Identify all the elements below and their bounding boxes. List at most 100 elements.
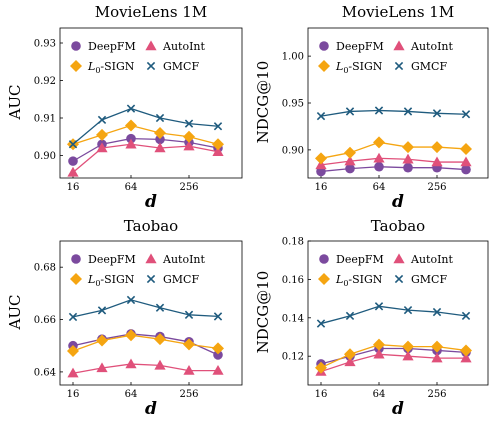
series-line	[320, 157, 466, 166]
series-line	[72, 137, 219, 162]
series-line	[320, 109, 467, 117]
data-point	[432, 109, 442, 118]
legend-marker	[394, 274, 404, 284]
legend-label: AutoInt	[162, 40, 206, 53]
y-axis-label: AUC	[6, 85, 24, 121]
x-tick-label: 256	[179, 389, 198, 400]
data-point	[125, 119, 137, 132]
data-point	[212, 342, 224, 355]
data-point	[403, 107, 413, 116]
data-point	[460, 142, 472, 155]
data-point	[125, 138, 137, 149]
y-tick-label: 0.16	[282, 275, 304, 286]
data-point	[374, 302, 384, 311]
y-tick-label: 0.90	[34, 151, 56, 162]
series-line	[320, 353, 466, 373]
x-tick-label: 256	[179, 182, 198, 193]
data-point	[213, 350, 223, 360]
y-tick-label: 0.95	[282, 99, 304, 110]
x-axis-label: d	[145, 192, 157, 212]
data-point	[316, 319, 326, 328]
legend-label: DeepFM	[88, 40, 136, 53]
data-point	[126, 295, 136, 305]
data-point	[68, 312, 78, 322]
data-point	[402, 141, 414, 154]
series-gmcf	[316, 302, 471, 328]
y-axis-label: AUC	[6, 295, 24, 331]
legend-label: L0-SIGN	[335, 273, 383, 288]
series-autoint	[67, 138, 224, 177]
data-point	[373, 338, 385, 351]
legend-marker	[70, 60, 82, 72]
series-line	[320, 141, 467, 159]
legend-label: L0-SIGN	[335, 60, 383, 75]
y-tick-label: 0.68	[34, 263, 56, 274]
series-line	[72, 124, 219, 145]
legend-label: GMCF	[163, 60, 199, 73]
data-point	[183, 365, 195, 375]
y-tick-label: 0.91	[34, 114, 56, 125]
data-point	[96, 334, 108, 347]
series-line	[320, 166, 467, 173]
data-point	[316, 111, 326, 121]
chart-title: MovieLens 1M	[342, 3, 454, 21]
legend: DeepFM AutoInt L0-SIGN GMCF	[318, 40, 454, 75]
series-line	[320, 347, 467, 365]
x-tick-label: 64	[125, 182, 138, 193]
x-tick-label: 16	[67, 182, 80, 193]
legend: DeepFM AutoInt L0-SIGN GMCF	[70, 253, 206, 288]
data-point	[155, 134, 165, 145]
x-axis-label: d	[392, 399, 404, 419]
data-point	[68, 140, 78, 149]
data-point	[315, 152, 327, 165]
data-point	[212, 146, 224, 156]
legend-marker	[71, 254, 81, 264]
data-point	[183, 130, 195, 143]
chart-title: Taobao	[124, 217, 178, 235]
legend-marker	[393, 40, 405, 51]
y-axis-label: NDCG@10	[254, 271, 272, 354]
series-line	[72, 107, 219, 145]
data-point	[125, 329, 137, 342]
data-point	[345, 311, 355, 321]
chart-panel-3: Taobao 0.64 0.66 0.68 16 64 256 d AUC DeepFM AutoI…	[6, 217, 243, 419]
chart-panel-1: MovieLens 1M 0.90 0.91 0.92 0.93 16 64 256 d AUC D…	[6, 3, 243, 212]
legend-marker	[393, 253, 405, 264]
x-tick-label: 256	[427, 389, 446, 400]
data-point	[155, 303, 165, 312]
data-point	[126, 133, 136, 144]
data-point	[96, 362, 108, 373]
data-point	[460, 352, 472, 363]
data-point	[68, 156, 78, 166]
legend-label: AutoInt	[410, 40, 454, 53]
data-point	[67, 367, 79, 378]
x-tick-label: 64	[373, 389, 386, 400]
data-point	[96, 128, 108, 141]
x-tick-label: 64	[373, 182, 386, 193]
data-point	[212, 138, 224, 151]
legend-label: DeepFM	[336, 253, 384, 266]
data-point	[431, 352, 443, 363]
data-point	[213, 122, 223, 131]
legend-marker	[146, 61, 156, 71]
data-point	[461, 311, 471, 321]
data-point	[461, 110, 471, 119]
data-point	[344, 356, 356, 367]
series-line	[72, 299, 219, 318]
data-point	[96, 142, 108, 153]
data-point	[431, 340, 443, 353]
data-point	[212, 365, 224, 375]
legend: DeepFM AutoInt L0-SIGN GMCF	[70, 40, 206, 75]
y-tick-label: 0.12	[282, 352, 304, 363]
chart-title: Taobao	[371, 217, 425, 235]
series-line	[320, 305, 467, 325]
legend-label: AutoInt	[162, 253, 206, 266]
data-point	[345, 107, 355, 116]
chart-panel-4: Taobao 0.12 0.14 0.16 0.18 16 64 256 d NDCG@10 Dee…	[254, 217, 489, 419]
legend-label: GMCF	[163, 273, 199, 286]
x-tick-label: 16	[315, 389, 328, 400]
plot-frame	[59, 240, 243, 386]
legend-marker	[318, 60, 330, 72]
data-point	[344, 348, 356, 361]
